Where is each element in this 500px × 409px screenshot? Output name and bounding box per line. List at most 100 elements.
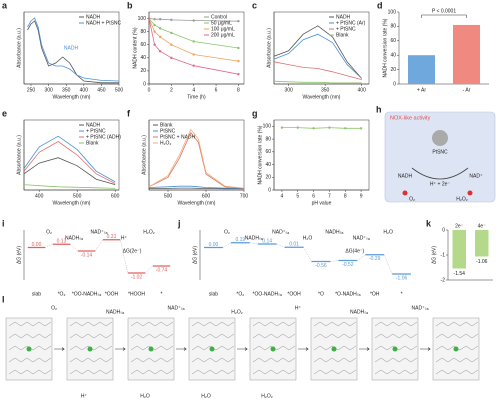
panel-label: f <box>127 108 131 118</box>
panel-h: h NOX-like activity PtSNC NADH NAD⁺ H⁺ +… <box>376 104 496 202</box>
y-tick-label: 80 <box>265 136 271 142</box>
x-tick-label: 9 <box>360 193 363 199</box>
marker <box>237 46 240 50</box>
marker <box>237 59 240 63</box>
value-label: -1.54 <box>454 271 466 277</box>
value-label: -1.06 <box>396 275 408 281</box>
connector <box>222 242 232 248</box>
significance-bracket <box>421 14 467 18</box>
value-label: 0.01 <box>289 242 299 248</box>
lattice <box>130 369 174 375</box>
marker <box>153 43 156 46</box>
x-tick-label: 600 <box>111 193 120 199</box>
value-label: 0.00 <box>32 242 42 248</box>
x-tick-label: 400 <box>80 87 89 93</box>
x-tick-label: 600 <box>202 193 211 199</box>
species-label: NAD⁺ₛₐ <box>91 229 108 235</box>
x-tick-label: 500 <box>73 193 82 199</box>
x-tick-label: 2e⁻ <box>455 223 464 229</box>
marker <box>296 126 299 129</box>
lattice <box>252 321 296 327</box>
series-line <box>23 157 116 185</box>
panel-label: i <box>2 218 5 228</box>
y-tick-label: 0 <box>143 81 146 87</box>
lattice <box>191 333 235 339</box>
marker <box>170 31 173 35</box>
value-label: -0.56 <box>315 263 327 269</box>
value-label: 0.31 <box>107 234 117 240</box>
marker <box>158 18 162 21</box>
y-tick-label: 0 <box>442 227 445 233</box>
frame <box>148 119 245 191</box>
lattice <box>191 369 235 375</box>
x-tick-label: *O-NADHₛₐ <box>335 291 361 297</box>
x-tick-label: 6 <box>312 193 315 199</box>
lattice <box>8 369 52 375</box>
legend-label: 100 μg/mL <box>211 26 235 32</box>
lattice <box>313 321 357 327</box>
lattice <box>8 321 52 327</box>
x-tick-label: 4 <box>281 193 284 199</box>
connector <box>145 265 153 274</box>
legend-label: PtSNC <box>160 128 176 134</box>
annotation: NADH <box>64 45 79 51</box>
step-arrow <box>359 347 370 351</box>
y-axis-label: Absorbance (a.u.) <box>16 135 22 175</box>
h2o2-icon <box>467 190 473 196</box>
x-axis-label: Wavelength (nm) <box>53 94 91 100</box>
marker <box>328 126 331 129</box>
series-line <box>23 184 116 189</box>
x-tick-label: *OH <box>370 291 380 297</box>
value-label: -0.52 <box>342 262 354 268</box>
legend-label: Blank <box>160 122 173 128</box>
lattice <box>313 357 357 363</box>
metal-site <box>87 346 93 352</box>
lattice <box>252 369 296 375</box>
y-axis-label: NADH content (%) <box>132 27 138 68</box>
legend-label: Blank <box>86 140 99 146</box>
x-tick-label: * <box>401 291 403 297</box>
value-label: 0.14 <box>262 238 272 244</box>
value-label: 0.00 <box>209 242 219 248</box>
marker <box>147 17 151 20</box>
x-axis-label: Wavelength (nm) <box>303 94 341 100</box>
x-tick-label: slab <box>32 291 41 297</box>
delta-label: ΔG(4e⁻) <box>345 248 364 254</box>
legend-label: Blank <box>336 32 349 38</box>
series-line <box>27 20 119 84</box>
legend-label: + PtSNC <box>86 128 106 134</box>
product: NAD⁺ <box>469 173 483 179</box>
x-tick-label: 6 <box>215 87 218 93</box>
panel-label: b <box>127 0 133 10</box>
panel-label: l <box>2 294 5 304</box>
x-tick-label: *OOH <box>105 291 119 297</box>
bar <box>408 55 435 84</box>
y-axis-label: Absorbance (a.u.) <box>141 135 147 175</box>
y-tick-label: 20 <box>390 67 396 73</box>
value-label: -0.14 <box>81 252 93 258</box>
lattice <box>69 369 113 375</box>
x-tick-label: *O <box>318 291 324 297</box>
legend-label: NADH + PtSNC <box>86 20 122 26</box>
x-tick-label: 0 <box>148 87 151 93</box>
step-arrow <box>298 347 309 351</box>
x-axis-label: pH value <box>312 200 332 206</box>
marker <box>153 30 156 33</box>
step-arrow <box>54 347 65 351</box>
legend-label: NADH <box>86 14 101 20</box>
lattice <box>69 357 113 363</box>
species-label: NADHₛₐ <box>245 235 263 241</box>
x-tick-label: 8 <box>344 193 347 199</box>
x-axis-label: Time (h) <box>187 94 206 100</box>
species-label: H₂O <box>201 393 211 399</box>
y-axis-label: NADH conversion rate (%) <box>257 125 263 184</box>
panel-label: d <box>377 0 383 10</box>
frame <box>148 11 245 85</box>
marker <box>158 35 162 39</box>
legend-label: + PtSNC <box>336 26 356 32</box>
metal-site <box>331 346 337 352</box>
connector <box>357 254 366 261</box>
step-arrow <box>115 347 126 351</box>
series-line <box>273 25 363 79</box>
marker <box>192 53 195 56</box>
